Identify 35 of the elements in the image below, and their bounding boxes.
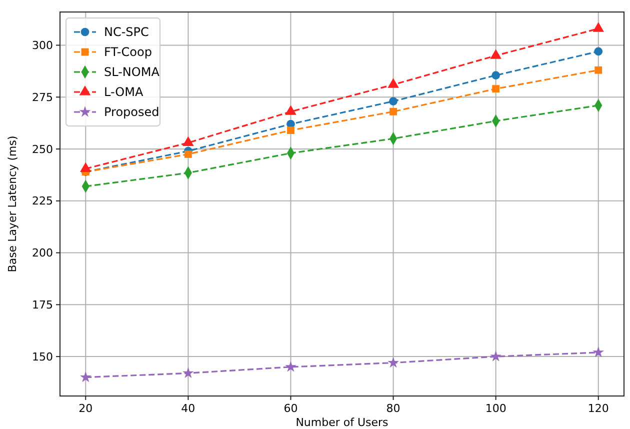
y-tick-label: 300 xyxy=(32,39,53,52)
x-axis-title: Number of Users xyxy=(296,416,389,429)
x-tick-label: 60 xyxy=(284,402,298,415)
y-axis-title: Base Layer Latency (ms) xyxy=(6,136,19,272)
y-tick-label: 225 xyxy=(32,194,53,208)
point xyxy=(492,71,500,80)
legend-label: NC-SPC xyxy=(104,25,149,40)
y-tick-label: 200 xyxy=(32,246,53,260)
point xyxy=(492,85,500,93)
legend-label: Proposed xyxy=(104,105,160,120)
point xyxy=(184,150,192,158)
legend-label: SL-NOMA xyxy=(104,65,160,80)
point xyxy=(490,350,502,362)
point xyxy=(182,136,194,146)
legend-label: L-OMA xyxy=(104,85,144,100)
point xyxy=(182,367,194,378)
point xyxy=(285,360,296,372)
y-tick-label: 150 xyxy=(32,350,53,364)
x-tick-label: 40 xyxy=(181,402,196,415)
point xyxy=(287,126,294,134)
point xyxy=(388,356,399,368)
point xyxy=(592,346,604,358)
x-tick-label: 80 xyxy=(386,402,400,415)
point xyxy=(594,66,602,74)
point xyxy=(389,97,398,106)
y-tick-label: 275 xyxy=(32,90,53,104)
legend-label: FT-Coop xyxy=(104,45,152,60)
y-tick-label: 250 xyxy=(32,142,53,156)
x-tick-label: 100 xyxy=(485,402,506,415)
x-tick-label: 20 xyxy=(78,402,93,415)
point xyxy=(80,371,92,382)
x-tick-label: 120 xyxy=(588,402,609,415)
y-tick-label: 175 xyxy=(32,298,53,312)
point xyxy=(390,108,397,116)
point xyxy=(594,47,603,56)
